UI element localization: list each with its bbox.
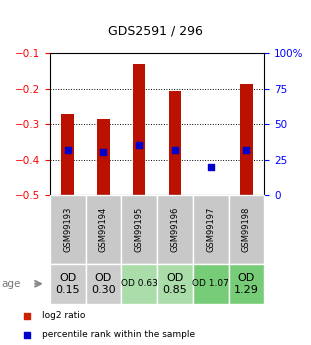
Text: GDS2591 / 296: GDS2591 / 296 [108,25,203,38]
Text: percentile rank within the sample: percentile rank within the sample [42,330,195,339]
Point [244,147,249,152]
Text: OD
0.85: OD 0.85 [163,273,187,295]
Text: OD
0.30: OD 0.30 [91,273,116,295]
Bar [121,195,157,264]
Text: OD 1.07: OD 1.07 [192,279,229,288]
Text: age: age [2,279,21,289]
Bar [193,264,229,304]
Point [208,164,213,169]
Bar [229,195,264,264]
Bar [193,195,229,264]
Bar [50,195,86,264]
Bar [97,119,110,195]
Bar [157,264,193,304]
Bar [133,64,146,195]
Bar [121,264,157,304]
Bar [61,114,74,195]
Text: GSM99193: GSM99193 [63,207,72,252]
Text: OD
0.15: OD 0.15 [55,273,80,295]
Bar [204,195,217,197]
Text: GSM99197: GSM99197 [206,207,215,252]
Bar [157,195,193,264]
Text: GSM99194: GSM99194 [99,207,108,252]
Point [172,147,177,152]
Point [65,147,70,152]
Text: GSM99196: GSM99196 [170,207,179,252]
Text: OD 0.63: OD 0.63 [121,279,158,288]
Point [101,150,106,155]
Point [25,313,30,318]
Point [137,143,142,148]
Text: GSM99198: GSM99198 [242,207,251,252]
Text: OD
1.29: OD 1.29 [234,273,259,295]
Bar [169,91,181,195]
Bar [86,195,121,264]
Bar [240,83,253,195]
Bar [86,264,121,304]
Text: log2 ratio: log2 ratio [42,311,85,320]
Bar [229,264,264,304]
Bar [50,264,86,304]
Text: GSM99195: GSM99195 [135,207,144,252]
Point [25,332,30,337]
